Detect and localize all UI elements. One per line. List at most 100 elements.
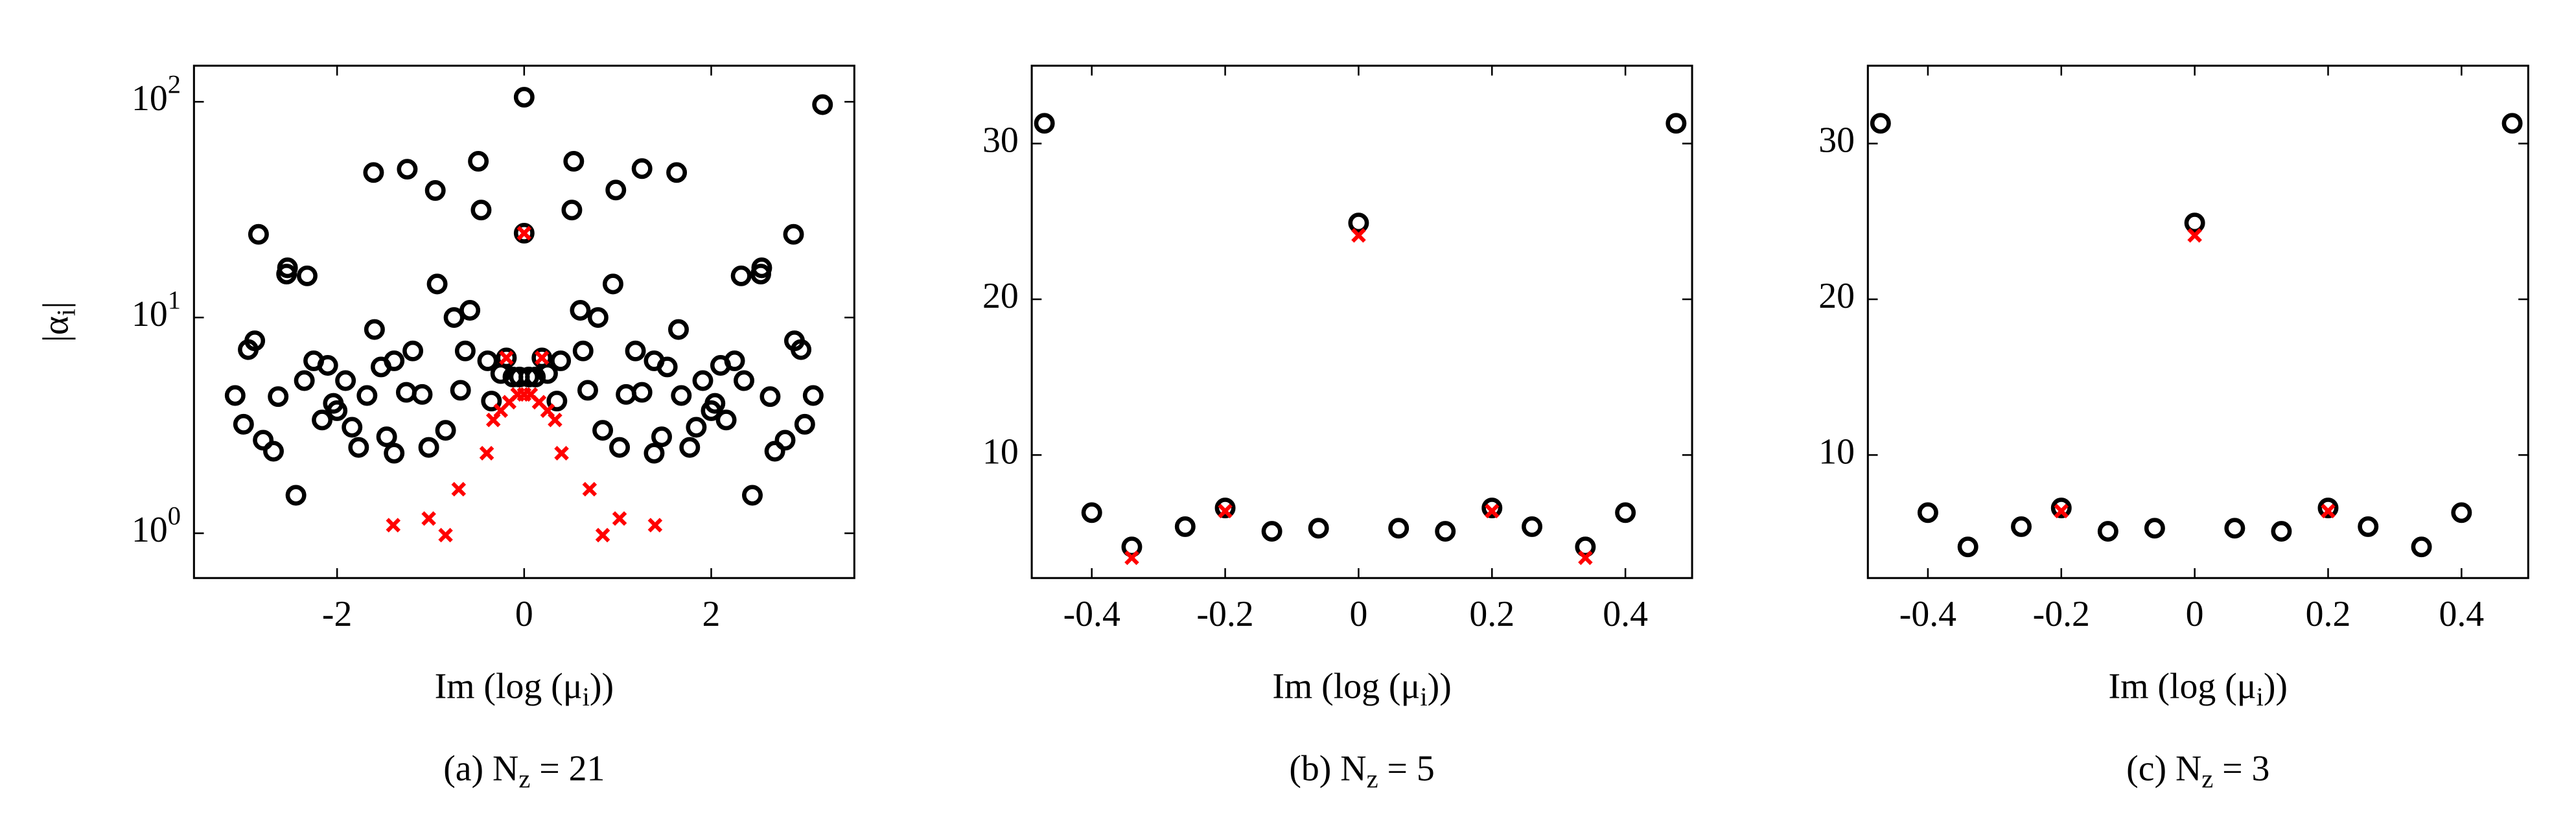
cross-point bbox=[2187, 228, 2202, 243]
x-tick-label: -0.4 bbox=[1899, 594, 1956, 634]
circle-point bbox=[651, 426, 672, 448]
circle-point bbox=[470, 200, 492, 221]
circle-point bbox=[395, 382, 417, 403]
cross-point bbox=[499, 350, 514, 365]
circle-point bbox=[356, 385, 378, 406]
cross-point bbox=[612, 511, 627, 526]
circle-point bbox=[774, 430, 796, 451]
circle-point bbox=[550, 350, 572, 371]
circle-point bbox=[371, 356, 391, 378]
circle-point bbox=[2358, 516, 2379, 537]
circle-point bbox=[609, 437, 631, 458]
cross-point bbox=[386, 518, 401, 533]
x-tick-label: 0.2 bbox=[2306, 594, 2351, 634]
circle-point bbox=[812, 94, 833, 115]
circle-point bbox=[764, 441, 785, 462]
circle-point bbox=[477, 350, 498, 371]
circle-point bbox=[802, 385, 824, 406]
cross-point bbox=[438, 527, 453, 543]
circle-point bbox=[686, 417, 707, 438]
circle-point bbox=[791, 339, 812, 360]
circle-point bbox=[1034, 113, 1055, 134]
circle-point bbox=[317, 355, 338, 376]
circle-point bbox=[1261, 521, 1282, 542]
circle-point bbox=[1481, 498, 1503, 519]
circle-point bbox=[1957, 536, 1978, 558]
circle-point bbox=[1348, 212, 1369, 234]
circle-point bbox=[335, 370, 356, 391]
circle-point bbox=[734, 370, 754, 391]
circle-point bbox=[1870, 113, 1891, 134]
circle-point bbox=[1081, 502, 1102, 523]
circle-point bbox=[481, 391, 502, 412]
circle-point bbox=[616, 384, 637, 405]
cross-point bbox=[2321, 503, 2336, 519]
cross-point bbox=[534, 350, 550, 365]
circle-point bbox=[253, 430, 274, 451]
circle-point bbox=[468, 150, 489, 172]
panel: -0.4 -0.2 0 0.2 0.4 10 20 30 Im (log (μi​)) (b) N… bbox=[982, 64, 1693, 794]
circle-point bbox=[710, 355, 731, 376]
circle-point bbox=[631, 158, 653, 179]
circle-point bbox=[563, 150, 585, 172]
cross-point bbox=[548, 412, 563, 428]
circle-point bbox=[327, 400, 348, 421]
panel: -0.4 -0.2 0 0.2 0.4 10 20 30 Im (log (μi​)) (c) N… bbox=[1818, 64, 2529, 794]
circle-point bbox=[631, 382, 653, 403]
circle-point bbox=[268, 386, 289, 407]
x-tick-label: 0 bbox=[2186, 594, 2204, 634]
circle-point bbox=[760, 386, 781, 407]
x-axis-label: Im (log (μi​)) bbox=[1272, 666, 1451, 711]
circle-point bbox=[1174, 516, 1196, 537]
circle-point bbox=[531, 347, 553, 369]
cross-point bbox=[582, 481, 598, 497]
circle-point bbox=[2184, 212, 2205, 234]
circle-point bbox=[2050, 498, 2072, 519]
circle-point bbox=[294, 370, 315, 391]
circle-point bbox=[342, 417, 363, 438]
circle-point bbox=[525, 366, 546, 387]
circle-point bbox=[625, 340, 646, 361]
caption: (a) Nz​ = 21 bbox=[443, 748, 605, 794]
circle-point bbox=[644, 442, 665, 464]
x-tick-label: 0 bbox=[515, 594, 533, 634]
circle-point bbox=[285, 485, 307, 506]
cross-point bbox=[516, 225, 532, 241]
cross-point bbox=[595, 527, 610, 543]
circle-point bbox=[397, 159, 418, 180]
cross-point bbox=[451, 481, 467, 497]
circle-point bbox=[587, 307, 609, 328]
circle-point bbox=[1522, 516, 1543, 537]
circle-point bbox=[454, 340, 476, 361]
cross-point bbox=[1578, 550, 1593, 566]
circle-point bbox=[426, 273, 448, 295]
circle-point bbox=[384, 442, 405, 464]
caption: (c) Nz​ = 3 bbox=[2126, 748, 2269, 794]
circle-point bbox=[671, 385, 692, 406]
y-tick-label: 20 bbox=[1818, 276, 1855, 316]
cross-point bbox=[1124, 550, 1139, 566]
circle-point bbox=[546, 391, 568, 412]
circle-point bbox=[2224, 518, 2245, 539]
circle-point bbox=[679, 437, 701, 458]
circle-point bbox=[2144, 518, 2165, 539]
circle-point bbox=[513, 87, 535, 108]
x-axis-label: Im (log (μi​)) bbox=[435, 666, 614, 711]
y-tick-label: 30 bbox=[982, 120, 1019, 160]
y-axis-label: |αi​| bbox=[36, 301, 81, 342]
circle-point bbox=[402, 340, 424, 361]
circle-point bbox=[2011, 516, 2032, 537]
y-tick-label: 10 bbox=[982, 431, 1019, 472]
circle-point bbox=[2097, 521, 2118, 542]
circle-point bbox=[783, 224, 804, 245]
circle-point bbox=[2501, 113, 2523, 134]
cross-point bbox=[2054, 503, 2069, 519]
x-tick-label: 0.2 bbox=[1469, 594, 1514, 634]
cross-point bbox=[1218, 503, 1233, 519]
y-tick-label: 10 bbox=[1818, 431, 1855, 472]
cross-point bbox=[1351, 228, 1366, 243]
circle-point bbox=[424, 180, 446, 201]
circle-point bbox=[592, 420, 614, 441]
panel: -2 0 2 100​ 101​ 102​ Im (log (μi​)) |αi​| (a) N… bbox=[36, 64, 855, 794]
